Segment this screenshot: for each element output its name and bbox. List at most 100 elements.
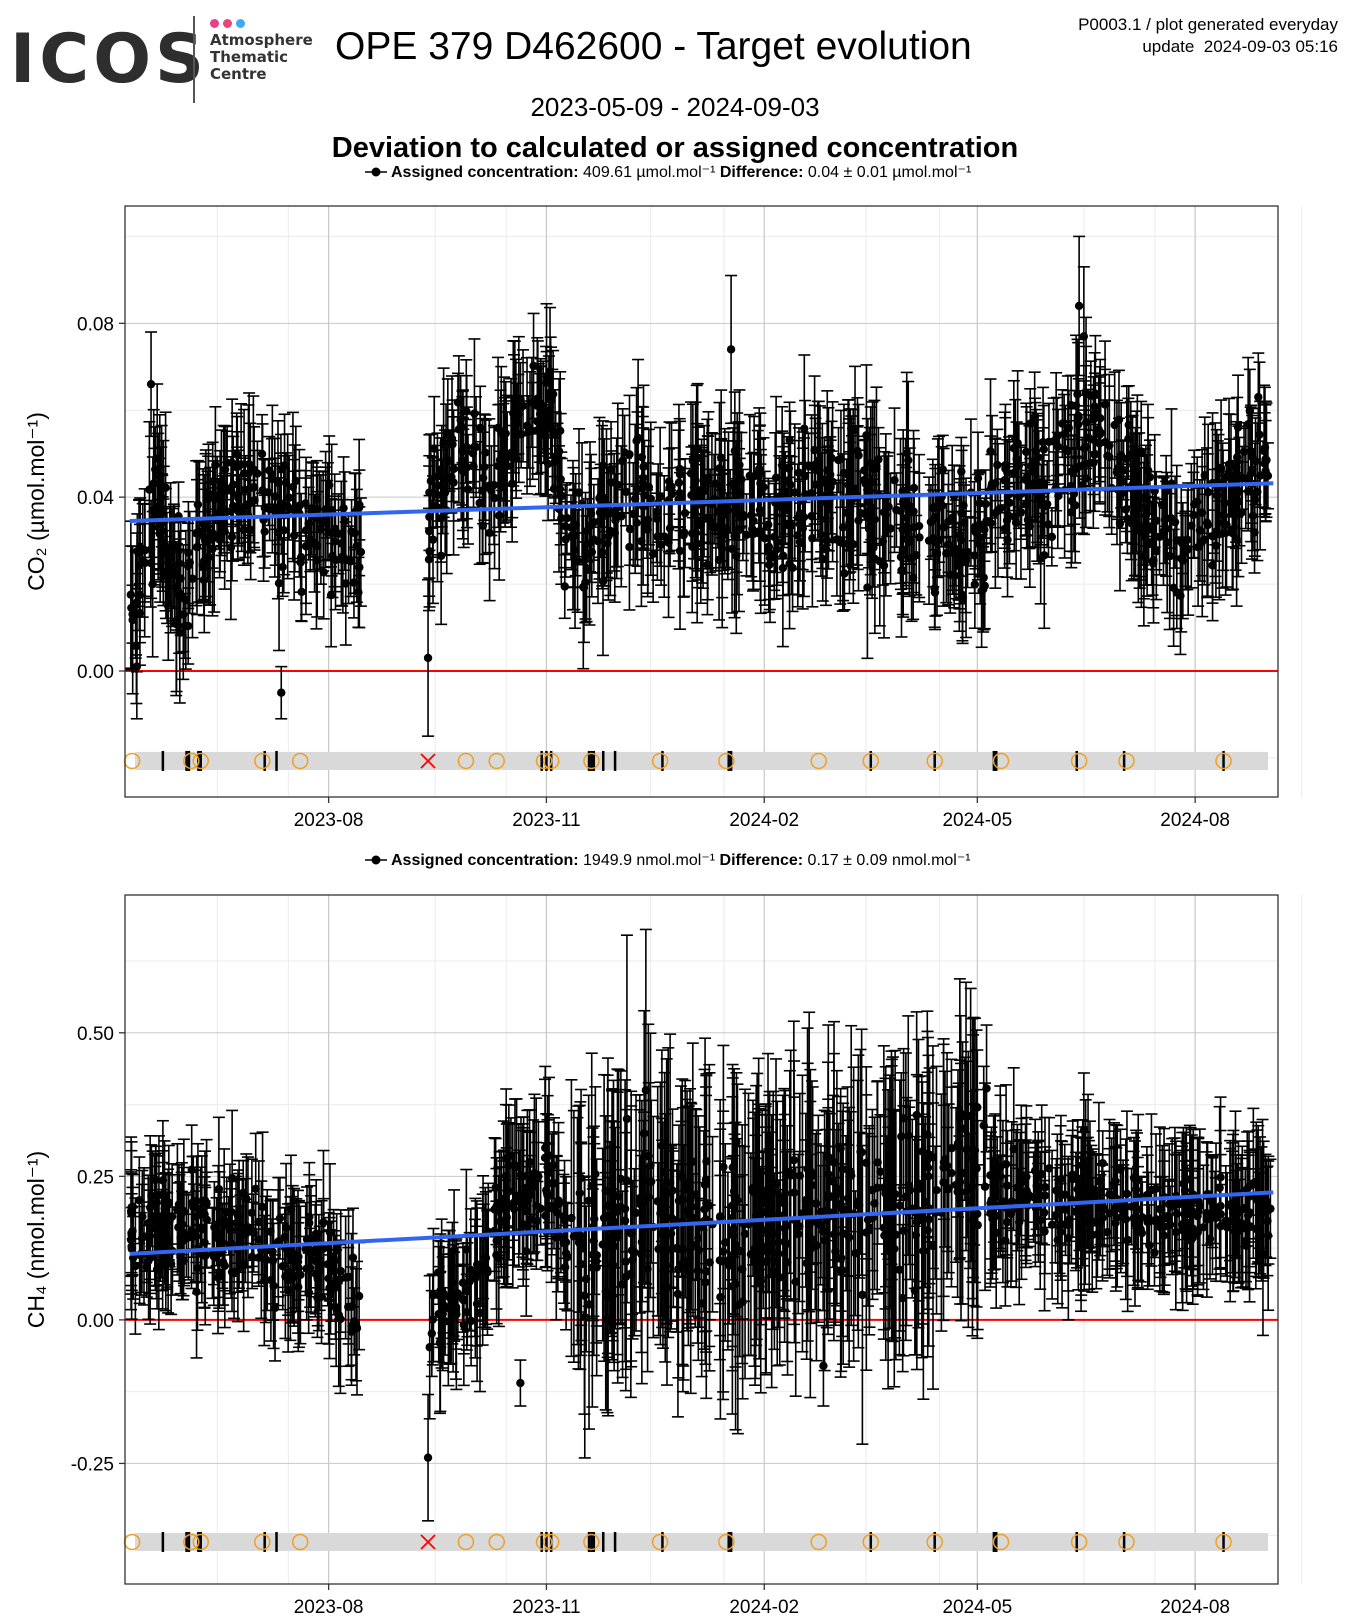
data-point: [457, 428, 470, 509]
data-point: [460, 374, 473, 520]
point-marker: [934, 495, 944, 504]
point-marker: [529, 361, 538, 371]
data-point: [908, 437, 921, 538]
point-marker: [1026, 461, 1036, 471]
event-marker-circle: [535, 752, 553, 770]
point-marker: [975, 540, 984, 549]
point-marker: [745, 471, 754, 481]
point-marker: [1177, 554, 1186, 563]
data-point: [206, 441, 219, 522]
point-marker: [235, 504, 244, 514]
data-point: [701, 514, 714, 616]
point-marker: [610, 528, 619, 538]
point-marker: [542, 372, 551, 381]
point-marker: [260, 527, 269, 536]
point-marker: [573, 556, 582, 566]
point-marker: [648, 549, 658, 559]
data-point: [126, 545, 139, 695]
point-marker: [975, 499, 984, 508]
point-marker: [132, 598, 142, 607]
data-point: [933, 435, 946, 563]
data-point: [872, 426, 885, 492]
point-marker: [816, 530, 826, 539]
point-marker: [579, 583, 589, 592]
point-marker: [908, 573, 918, 582]
point-marker: [288, 482, 298, 492]
point-marker: [667, 489, 677, 499]
point-marker: [703, 560, 712, 569]
point-marker: [939, 523, 948, 532]
data-point: [440, 403, 453, 556]
point-marker: [220, 527, 229, 536]
point-marker: [727, 544, 737, 554]
data-point: [852, 403, 865, 508]
data-point: [339, 521, 352, 646]
point-marker: [424, 526, 434, 536]
point-marker: [301, 526, 311, 535]
point-marker: [536, 399, 545, 408]
data-point: [913, 453, 926, 599]
data-point: [641, 489, 654, 560]
data-point: [317, 470, 330, 572]
data-point: [202, 508, 215, 607]
data-point: [879, 433, 892, 597]
data-point: [730, 477, 743, 635]
data-point: [650, 473, 663, 564]
event-marker-circle: [992, 752, 1010, 770]
point-marker: [191, 529, 201, 538]
data-point: [238, 493, 251, 566]
point-marker: [233, 450, 242, 459]
event-marker-circle: [1070, 752, 1088, 770]
logo-dot: [210, 19, 219, 28]
data-point: [796, 447, 809, 610]
point-marker: [278, 562, 287, 572]
point-marker: [866, 531, 875, 540]
point-marker: [327, 505, 336, 515]
point-marker: [1122, 454, 1131, 464]
point-marker: [958, 595, 967, 604]
point-marker: [219, 479, 228, 489]
meta-line: P0003.1 / plot generated everyday: [1078, 15, 1338, 34]
point-marker: [863, 583, 872, 592]
data-point: [325, 443, 338, 577]
data-point: [232, 449, 245, 547]
point-marker: [330, 524, 340, 534]
point-marker: [441, 475, 451, 484]
data-point: [832, 426, 845, 494]
point-marker: [824, 484, 833, 493]
point-marker: [687, 529, 697, 538]
point-marker: [902, 513, 911, 523]
logo-sub-line: Thematic: [210, 48, 289, 66]
event-marker-circle: [254, 752, 271, 770]
event-marker-circle: [718, 752, 735, 770]
data-point: [551, 422, 564, 497]
legend-text: Assigned concentration: 409.61 µmol.mol⁻…: [391, 164, 971, 181]
data-point: [281, 433, 294, 580]
point-marker: [834, 455, 843, 465]
point-marker: [909, 483, 919, 493]
data-point: [678, 467, 691, 598]
point-marker: [679, 528, 689, 537]
data-point: [702, 411, 715, 545]
data-point: [512, 373, 525, 455]
point-marker: [428, 501, 438, 510]
point-marker: [970, 580, 980, 589]
point-marker: [1239, 447, 1249, 457]
event-marker-circle: [192, 752, 210, 770]
point-marker: [514, 409, 523, 419]
point-marker: [596, 491, 605, 500]
point-marker: [973, 474, 983, 483]
data-point: [679, 457, 692, 569]
meta-info: P0003.1 / plot generated everyday update …: [1078, 14, 1338, 58]
point-marker: [468, 449, 478, 458]
data-point: [492, 356, 505, 500]
point-marker: [977, 586, 986, 596]
data-point: [183, 510, 196, 615]
data-point: [565, 501, 578, 571]
point-marker: [854, 516, 863, 525]
point-marker: [840, 569, 849, 578]
data-point: [266, 404, 279, 554]
point-marker: [549, 484, 559, 493]
point-marker: [193, 500, 203, 509]
point-marker: [1052, 432, 1062, 441]
